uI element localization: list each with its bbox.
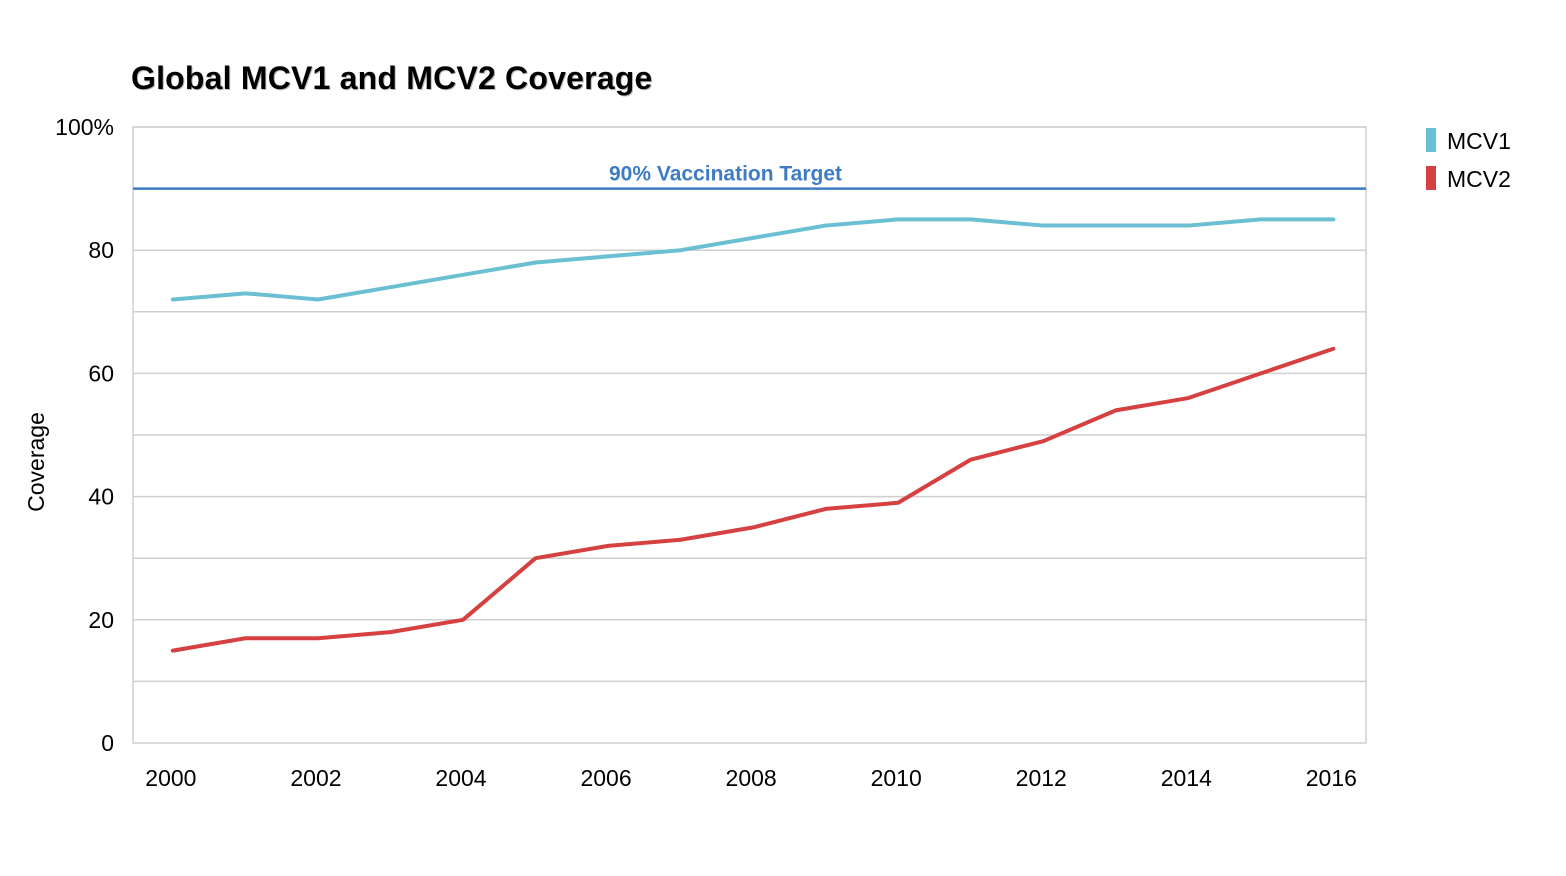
data-point-mcv2	[316, 636, 320, 640]
x-tick-label: 2016	[1306, 765, 1357, 791]
data-point-mcv2	[1041, 439, 1045, 443]
x-tick-label: 2012	[1016, 765, 1067, 791]
data-point-mcv2	[1259, 371, 1263, 375]
data-point-mcv1	[1186, 224, 1190, 228]
data-point-mcv1	[606, 254, 610, 258]
data-point-mcv2	[824, 507, 828, 511]
plot-area-frame	[132, 126, 1367, 744]
annotations: 90% Vaccination Target	[133, 163, 1366, 190]
y-tick-label: 100%	[55, 114, 114, 140]
data-point-mcv2	[606, 544, 610, 548]
y-axis-ticks: 0 20 40 60 80 100%	[55, 114, 114, 756]
legend: MCV1 MCV2	[1426, 128, 1511, 192]
data-point-mcv1	[171, 297, 175, 301]
data-point-mcv2	[969, 458, 973, 462]
x-tick-label: 2010	[871, 765, 922, 791]
y-tick-label: 0	[101, 730, 114, 756]
data-point-mcv2	[534, 556, 538, 560]
data-point-mcv2	[388, 630, 392, 634]
x-tick-label: 2004	[435, 765, 486, 791]
data-point-mcv1	[316, 297, 320, 301]
legend-label-mcv1: MCV1	[1447, 128, 1511, 154]
data-point-mcv1	[1114, 224, 1118, 228]
y-tick-label: 40	[88, 484, 114, 510]
series-line-mcv2	[170, 346, 1336, 653]
data-point-mcv1	[1331, 217, 1335, 221]
data-point-mcv2	[1186, 396, 1190, 400]
x-tick-label: 2008	[726, 765, 777, 791]
y-tick-label: 60	[88, 360, 114, 386]
data-point-mcv2	[1114, 408, 1118, 412]
series-line-mcv1	[170, 217, 1336, 302]
data-point-mcv2	[461, 618, 465, 622]
x-tick-label: 2002	[290, 765, 341, 791]
data-point-mcv2	[1331, 347, 1335, 351]
data-point-mcv2	[896, 501, 900, 505]
data-point-mcv2	[679, 538, 683, 542]
gridlines	[133, 126, 1366, 683]
y-tick-label: 20	[88, 607, 114, 633]
data-point-mcv1	[679, 248, 683, 252]
legend-label-mcv2: MCV2	[1447, 166, 1511, 192]
data-point-mcv1	[969, 217, 973, 221]
data-point-mcv1	[824, 224, 828, 228]
y-axis-title: Coverage	[23, 412, 49, 512]
data-point-mcv1	[751, 236, 755, 240]
data-point-mcv2	[751, 525, 755, 529]
legend-swatch-mcv1	[1426, 128, 1436, 152]
x-tick-label: 2006	[580, 765, 631, 791]
data-point-mcv1	[1041, 224, 1045, 228]
data-point-mcv1	[534, 261, 538, 265]
data-point-mcv1	[388, 285, 392, 289]
legend-swatch-mcv2	[1426, 166, 1436, 190]
x-axis-ticks: 2000 2002 2004 2006 2008 2010 2012 2014 2016	[145, 765, 1357, 791]
data-point-mcv1	[1259, 217, 1263, 221]
x-tick-label: 2000	[145, 765, 196, 791]
data-point-mcv2	[243, 636, 247, 640]
chart-title: Global MCV1 and MCV2 Coverage	[131, 60, 653, 96]
data-point-mcv2	[171, 649, 175, 653]
data-point-mcv1	[243, 291, 247, 295]
data-point-mcv1	[896, 217, 900, 221]
y-tick-label: 80	[88, 237, 114, 263]
target-label: 90% Vaccination Target	[609, 163, 842, 186]
x-tick-label: 2014	[1161, 765, 1212, 791]
data-point-mcv1	[461, 273, 465, 277]
series-lines	[170, 217, 1336, 653]
